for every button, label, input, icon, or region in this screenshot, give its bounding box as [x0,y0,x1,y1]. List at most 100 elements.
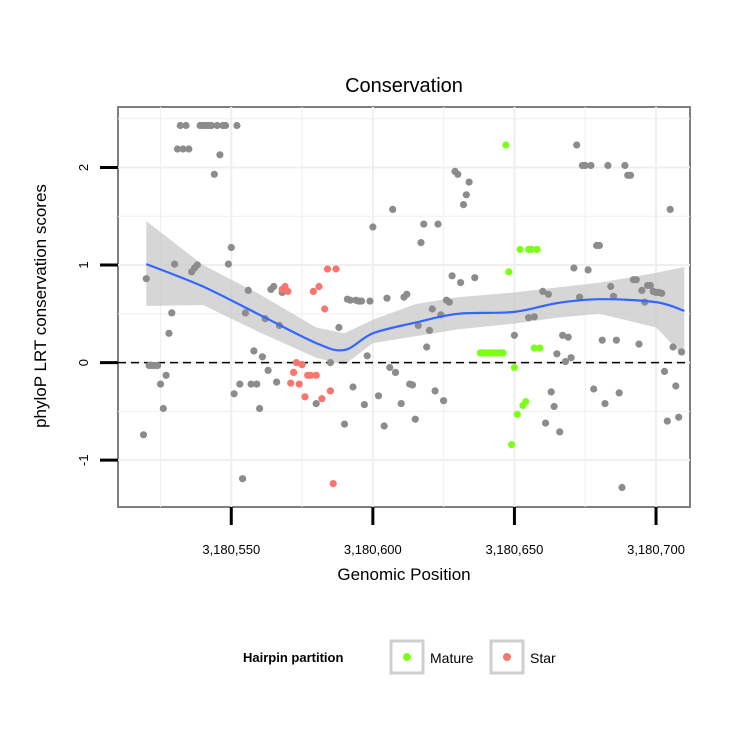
data-point-other [403,290,411,298]
data-point-other [542,419,550,427]
data-point-other [544,290,553,298]
legend-label-mature: Mature [430,650,474,666]
data-point-other [550,402,558,411]
data-point-other [139,431,148,439]
data-point-star [312,371,320,379]
data-point-star [287,379,295,387]
data-point-other [457,279,465,287]
data-point-other [380,422,388,430]
data-point-star [290,368,298,376]
data-point-mature [530,344,538,352]
data-point-other [224,260,232,268]
data-point-mature [533,245,541,253]
data-point-other [525,314,533,322]
data-point-other [154,361,162,370]
data-point-other [397,400,405,408]
data-point-other [595,241,604,250]
data-point-other [635,340,643,348]
data-point-other [417,239,425,247]
data-point-other [539,287,547,295]
x-tick-label: 3,180,600 [344,542,402,557]
data-point-other [210,170,218,178]
data-point-other [241,309,249,317]
data-point-other [663,417,671,425]
data-point-other [207,121,215,130]
smooth-line-layer [145,263,685,352]
data-point-mature [508,441,516,449]
data-point-other [250,347,258,355]
data-point-other [256,404,264,413]
data-point-star [307,371,315,379]
data-point-other [587,161,595,170]
data-point-star [301,393,309,401]
data-point-other [360,401,368,409]
data-point-other [553,350,561,358]
data-point-other [510,331,518,339]
data-point-other [227,243,235,252]
data-point-other [567,354,575,362]
data-point-other [165,329,173,337]
data-point-other [312,400,320,408]
data-point-other [179,145,187,153]
y-tick-label: 2 [76,164,91,171]
data-point-other [236,380,244,388]
data-point-other [632,276,640,284]
data-point-other [462,191,470,199]
data-point-other [270,282,278,291]
data-point-star [309,287,317,295]
data-point-other [465,178,473,186]
data-point-star [329,480,337,488]
data-point-other [530,313,538,321]
legend: Hairpin partition Mature Star [243,639,556,675]
data-point-other [168,309,176,317]
data-point-other [193,261,201,269]
data-point-other [340,420,349,428]
data-point-other [156,380,165,388]
data-point-other [669,343,677,351]
data-point-other [244,286,252,294]
data-point-other [471,274,479,282]
data-point-other [621,161,629,170]
data-point-star [295,380,303,388]
data-point-other [561,358,570,366]
data-point-other [612,336,621,344]
data-point-other [273,378,281,386]
data-point-other [173,145,182,153]
data-point-other [213,121,221,130]
legend-mature-marker [403,653,411,661]
data-point-other [216,151,224,159]
data-point-other [677,348,686,356]
data-point-other [222,121,230,130]
data-point-other [425,326,434,334]
data-point-other [386,363,394,372]
data-point-other [646,281,655,290]
data-point-star [321,305,329,313]
data-point-other [598,336,606,344]
data-point-other [383,294,391,302]
data-point-other [423,343,431,351]
data-point-other [618,483,626,492]
data-point-other [326,359,334,367]
y-axis-title: phyloP LRT conservation scores [31,184,50,428]
y-tick-label: 0 [76,359,91,366]
data-point-other [239,475,247,483]
data-point-mature [516,245,524,253]
data-point-other [389,205,397,213]
data-point-other [363,352,371,360]
data-point-star [298,361,306,369]
data-point-other [374,392,383,400]
data-point-other [607,282,615,291]
data-point-mature [499,349,507,357]
data-point-other [658,289,666,297]
data-point-mature [527,245,536,253]
data-point-other [564,333,572,341]
data-point-other [638,286,646,294]
data-point-mature [502,141,510,149]
data-point-other [335,323,343,332]
chart-title: Conservation [345,75,463,97]
data-point-star [323,265,332,273]
y-tick-label: -1 [76,454,91,466]
data-point-other [431,387,439,395]
x-tick-label: 3,180,700 [627,542,685,557]
data-point-other [581,161,589,170]
